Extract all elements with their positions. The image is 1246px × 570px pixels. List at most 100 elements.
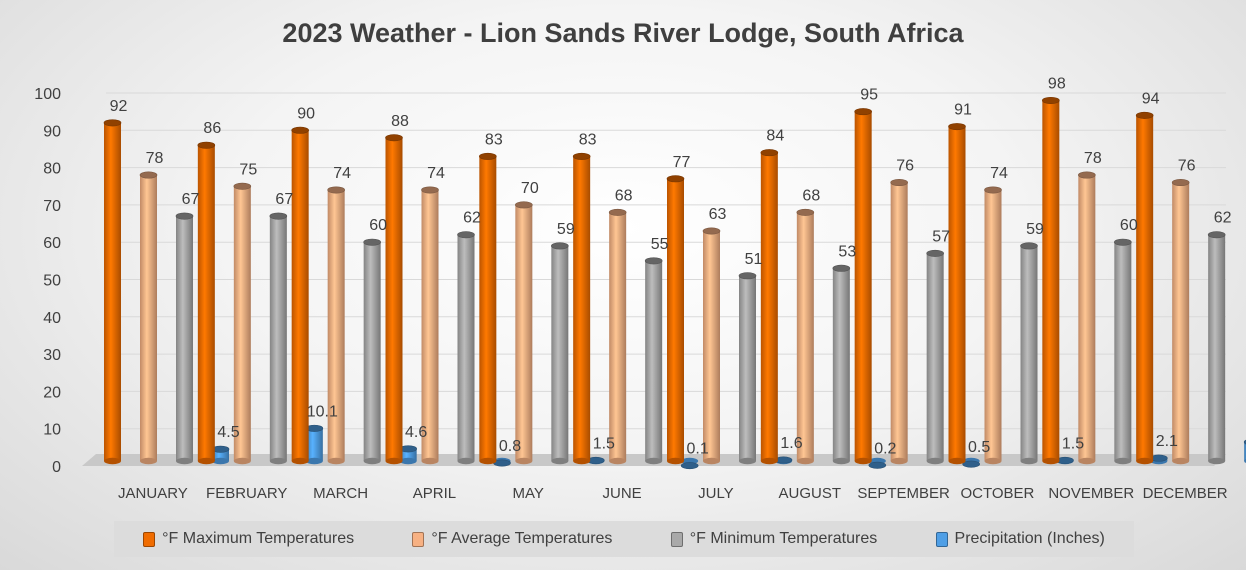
legend-swatch (670, 531, 683, 547)
legend-label: °F Average Temperatures (431, 530, 613, 547)
data-label: 74 (333, 165, 351, 182)
bar (702, 227, 721, 465)
bar (197, 141, 216, 465)
bar (984, 186, 1002, 465)
legend-swatch (143, 531, 156, 547)
data-label: 76 (896, 158, 914, 175)
bar (1135, 111, 1154, 465)
bar (385, 134, 403, 465)
y-tick-label: 60 (43, 235, 61, 252)
data-label: 74 (427, 165, 445, 182)
data-label: 88 (391, 113, 409, 130)
bar (890, 179, 908, 465)
legend-swatch (935, 531, 948, 547)
data-label: 59 (1026, 221, 1044, 238)
x-tick-label: JUNE (602, 485, 641, 502)
bar (1171, 179, 1190, 465)
data-label: 95 (860, 87, 878, 104)
x-tick-label: NOVEMBER (1048, 485, 1134, 502)
bar (479, 152, 497, 465)
y-tick-label: 70 (43, 198, 61, 215)
bar (399, 445, 417, 465)
bar (854, 108, 872, 465)
bar (926, 249, 944, 465)
legend-item: Precipitation (Inches) (935, 530, 1105, 548)
x-tick-label: AUGUST (778, 485, 841, 502)
y-tick-label: 50 (43, 273, 61, 290)
data-label: 0.8 (499, 438, 521, 455)
bar (1150, 454, 1168, 465)
bar (493, 457, 511, 467)
data-label: 98 (1048, 75, 1066, 92)
data-label: 10.1 (307, 403, 338, 420)
data-label: 67 (275, 191, 293, 208)
bar (515, 201, 533, 465)
data-label: 76 (1178, 158, 1196, 175)
data-label: 57 (932, 228, 950, 245)
data-label: 53 (838, 243, 856, 260)
data-label: 83 (485, 131, 503, 148)
legend-swatch (412, 531, 425, 547)
x-tick-label: MAY (513, 485, 544, 502)
data-label: 1.5 (1062, 435, 1084, 452)
data-label: 91 (954, 102, 972, 119)
data-label: 62 (463, 210, 481, 227)
y-tick-label: 0 (52, 459, 61, 476)
data-label: 1.6 (780, 435, 802, 452)
data-label: 78 (1084, 150, 1102, 167)
x-tick-label: OCTOBER (960, 485, 1034, 502)
bar (139, 171, 158, 465)
bar (644, 257, 663, 465)
data-label: 68 (802, 187, 820, 204)
bar (291, 126, 309, 465)
data-label: 78 (146, 150, 164, 167)
bar (587, 456, 605, 465)
data-label: 62 (1214, 210, 1232, 227)
y-tick-label: 90 (43, 123, 61, 140)
data-label: 74 (990, 165, 1008, 182)
y-tick-label: 10 (43, 422, 61, 439)
bar (175, 212, 194, 465)
bar (1114, 238, 1132, 465)
bar (233, 182, 252, 465)
data-label: 4.6 (405, 424, 427, 441)
x-tick-label: JANUARY (118, 485, 188, 502)
data-label: 63 (709, 206, 727, 223)
data-label: 70 (521, 180, 539, 197)
legend-label: °F Minimum Temperatures (689, 530, 878, 547)
chart-legend: °F Maximum Temperatures °F Average Temper… (114, 521, 1134, 557)
data-label: 75 (239, 161, 257, 178)
data-label: 92 (110, 98, 128, 115)
y-tick-label: 30 (43, 347, 61, 364)
x-tick-label: FEBRUARY (206, 485, 287, 502)
bar (269, 212, 288, 465)
chart-title: 2023 Weather - Lion Sands River Lodge, S… (282, 18, 964, 48)
data-label: 77 (673, 154, 691, 171)
y-tick-label: 20 (43, 384, 61, 401)
x-tick-label: DECEMBER (1143, 485, 1228, 502)
x-tick-label: JULY (698, 485, 734, 502)
bar (103, 119, 122, 465)
bar (211, 445, 230, 465)
data-label: 0.1 (687, 441, 709, 458)
legend-label: Precipitation (Inches) (954, 530, 1105, 547)
x-tick-label: APRIL (413, 485, 456, 502)
data-label: 86 (203, 120, 221, 137)
legend-item: °F Maximum Temperatures (143, 530, 354, 548)
data-label: 4.5 (217, 424, 239, 441)
data-label: 83 (579, 131, 597, 148)
data-label: 0.5 (968, 439, 990, 456)
data-label: 67 (182, 191, 200, 208)
bar (680, 457, 699, 470)
x-tick-label: MARCH (313, 485, 368, 502)
data-label: 68 (615, 187, 633, 204)
bar (421, 186, 439, 465)
bar (457, 231, 475, 465)
bar (868, 457, 887, 469)
data-label: 60 (1120, 217, 1138, 234)
data-label: 0.2 (874, 440, 896, 457)
legend-item: °F Average Temperatures (412, 530, 612, 548)
bar (1042, 96, 1060, 465)
legend-label: °F Maximum Temperatures (162, 530, 355, 547)
